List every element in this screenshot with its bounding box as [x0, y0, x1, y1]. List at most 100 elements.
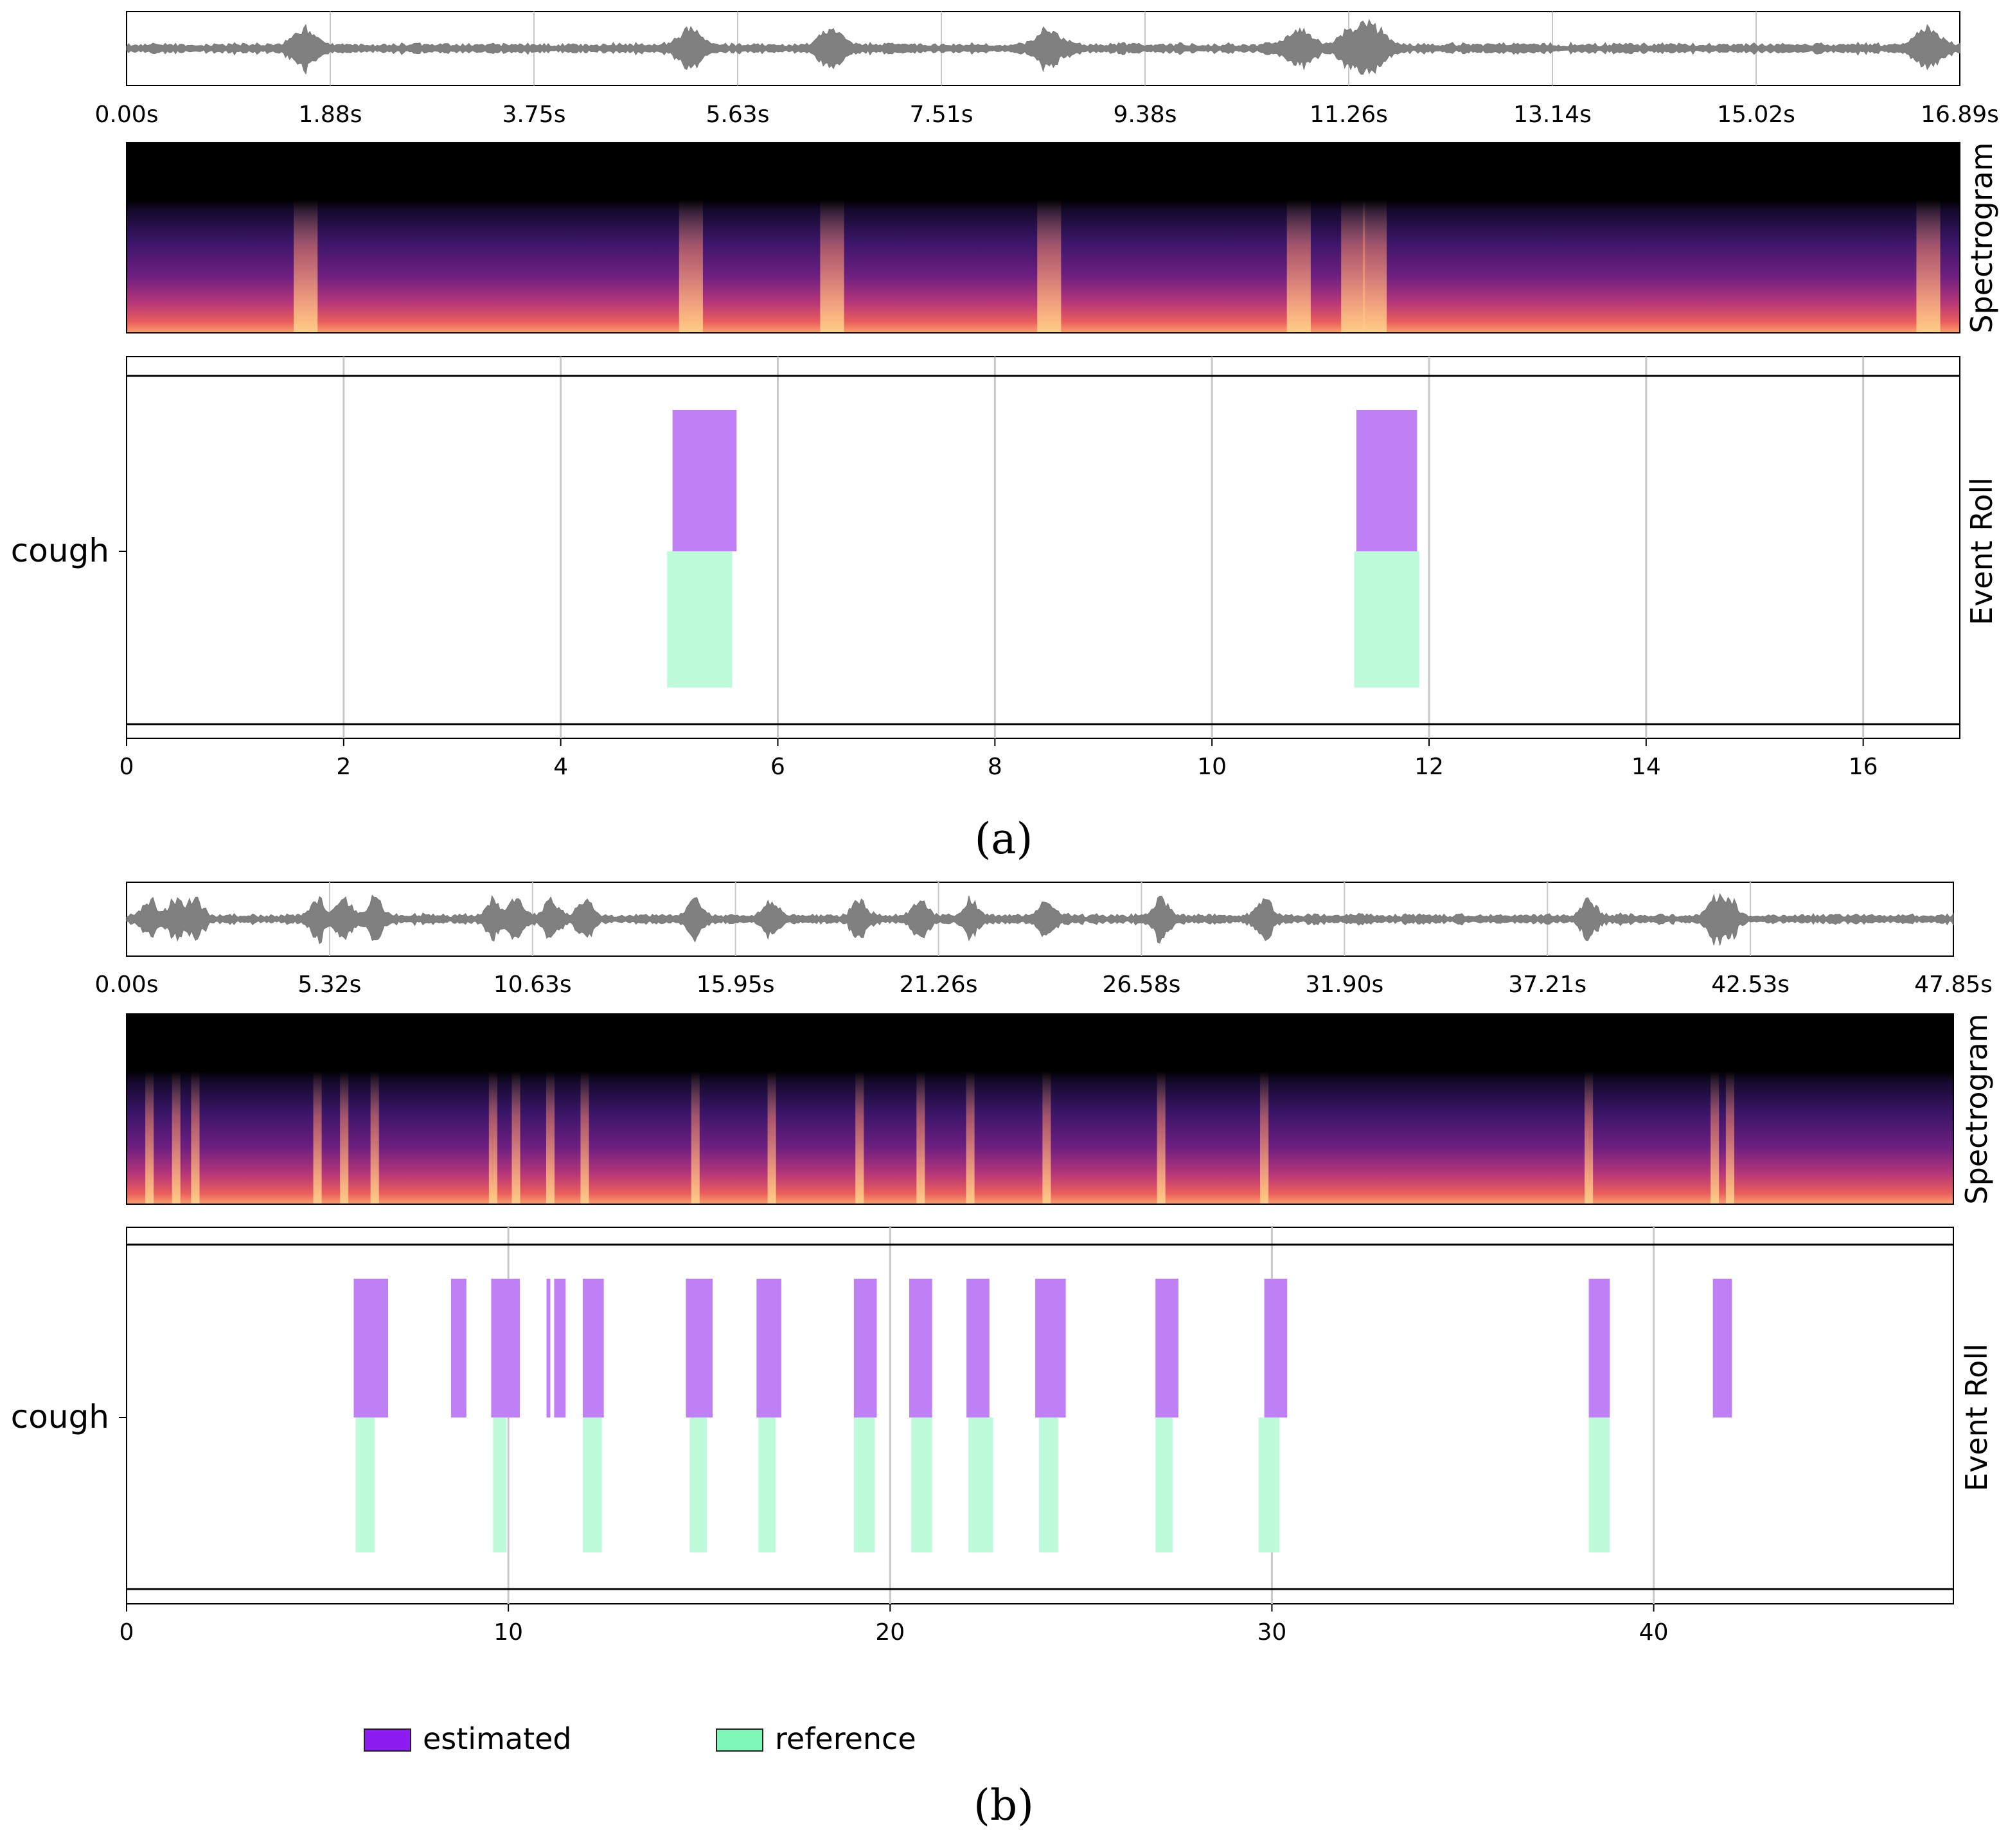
- estimated-event-bar: [1712, 1279, 1732, 1417]
- waveform-tick-label: 0.00s: [95, 972, 159, 998]
- waveform-a: 0.00s 1.88s 3.75s 5.63s 7.51s 9.38s 11.26s 13.1…: [95, 11, 1999, 128]
- spectrogram-burst: [145, 1071, 154, 1204]
- reference-event-bar: [583, 1417, 602, 1552]
- legend: estimated reference: [364, 1721, 916, 1756]
- caption-a: (a): [975, 814, 1033, 864]
- spectrogram-burst: [1260, 1071, 1269, 1204]
- waveform-tick-label: 9.38s: [1114, 102, 1177, 128]
- estimated-event-bar: [1588, 1279, 1610, 1417]
- spectrogram-burst: [294, 199, 318, 333]
- waveform-tick-label: 11.26s: [1310, 102, 1388, 128]
- x-tick-label: 10: [493, 1619, 523, 1646]
- spectrogram-burst: [767, 1071, 776, 1204]
- class-label-b: cough: [11, 1398, 109, 1435]
- x-tick-label: 4: [553, 754, 568, 780]
- x-tick-label: 30: [1257, 1619, 1287, 1646]
- reference-event-bar: [355, 1417, 375, 1552]
- spectrogram-image-b: [127, 1014, 1953, 1204]
- spectrogram-burst: [370, 1071, 379, 1204]
- waveform-ticks-b: 0.00s 5.32s 10.63s 15.95s 21.26s 26.58s 31.90s…: [95, 972, 1993, 998]
- spectrogram-burst: [511, 1071, 520, 1204]
- spectrogram-burst: [691, 1071, 700, 1204]
- waveform-tick-label: 42.53s: [1711, 972, 1790, 998]
- x-tick-label: 40: [1639, 1619, 1669, 1646]
- reference-event-bar: [853, 1417, 875, 1552]
- estimated-event-bar: [451, 1279, 466, 1417]
- event-roll-frame-a: [126, 356, 1960, 739]
- spectrogram-burst: [580, 1071, 589, 1204]
- spectrogram-b: Spectrogram: [126, 1013, 1994, 1205]
- waveform-tick-label: 7.51s: [910, 102, 973, 128]
- spectrogram-burst: [1341, 199, 1365, 333]
- reference-event-bar: [1588, 1417, 1610, 1552]
- waveform-tick-label: 37.21s: [1508, 972, 1586, 998]
- spectrogram-burst: [966, 1071, 975, 1204]
- estimated-event-bar: [1155, 1279, 1178, 1417]
- estimated-event-bar: [353, 1279, 388, 1417]
- reference-event-bar: [968, 1417, 993, 1552]
- spectrogram-burst: [1286, 199, 1311, 333]
- spectrogram-burst: [546, 1071, 555, 1204]
- spectrogram-burst: [1585, 1071, 1594, 1204]
- x-tick-label: 8: [988, 754, 1002, 780]
- reference-event-bar: [1155, 1417, 1173, 1552]
- reference-event-bar: [758, 1417, 776, 1552]
- estimated-event-bar: [583, 1279, 604, 1417]
- spectrogram-label-a: Spectrogram: [1964, 142, 1999, 333]
- waveform-tick-label: 1.88s: [299, 102, 362, 128]
- estimated-event-bar: [909, 1279, 932, 1417]
- estimated-event-bar: [546, 1279, 551, 1417]
- estimated-event-bar: [1356, 410, 1417, 551]
- x-tick-label: 12: [1414, 754, 1444, 780]
- estimated-event-bar: [686, 1279, 713, 1417]
- waveform-tick-label: 13.14s: [1513, 102, 1592, 128]
- legend-label-estimated: estimated: [423, 1721, 572, 1756]
- event-roll-label-b: Event Roll: [1959, 1344, 1994, 1491]
- spectrogram-burst: [916, 1071, 925, 1204]
- spectrogram-burst: [1037, 199, 1062, 333]
- spectrogram-bursts-a: [294, 199, 1941, 333]
- estimated-events-a: [672, 410, 1417, 551]
- reference-events-b: [355, 1417, 1610, 1552]
- legend-swatch-estimated: [364, 1728, 411, 1752]
- spectrogram-frame-b: [126, 1013, 1954, 1205]
- waveform-tick-label: 15.95s: [697, 972, 775, 998]
- waveform-tick-label: 5.32s: [298, 972, 361, 998]
- spectrogram-bursts-b: [145, 1071, 1734, 1204]
- spectrogram-burst: [340, 1071, 349, 1204]
- spectrogram-frame-a: [126, 142, 1960, 333]
- spectrogram-burst: [488, 1071, 497, 1204]
- spectrogram-a: Spectrogram: [126, 142, 1999, 333]
- spectrogram-label-b: Spectrogram: [1959, 1013, 1994, 1204]
- estimated-event-bar: [1264, 1279, 1288, 1417]
- reference-event-bar: [1039, 1417, 1058, 1552]
- caption-b: (b): [973, 1781, 1034, 1830]
- x-tick-label: 14: [1631, 754, 1661, 780]
- spectrogram-burst: [820, 199, 844, 333]
- waveform-tick-label: 16.89s: [1921, 102, 1999, 128]
- estimated-event-bar: [966, 1279, 990, 1417]
- estimated-event-bar: [1035, 1279, 1066, 1417]
- reference-event-bar: [689, 1417, 707, 1552]
- reference-event-bar: [1354, 551, 1419, 688]
- waveform-tick-label: 5.63s: [706, 102, 770, 128]
- spectrogram-burst: [1362, 199, 1387, 333]
- spectrogram-burst: [1725, 1071, 1734, 1204]
- waveform-signal-b: [126, 893, 1954, 946]
- panel-b: 0.00s 5.32s 10.63s 15.95s 21.26s 26.58s 31.90s…: [11, 882, 1994, 1646]
- legend-label-reference: reference: [775, 1721, 916, 1756]
- waveform-tick-label: 21.26s: [900, 972, 978, 998]
- panel-a: 0.00s 1.88s 3.75s 5.63s 7.51s 9.38s 11.26s 13.1…: [11, 11, 1999, 864]
- x-tick-label: 0: [120, 754, 134, 780]
- spectrogram-burst: [679, 199, 703, 333]
- estimated-event-bar: [853, 1279, 877, 1417]
- reference-event-bar: [667, 551, 733, 688]
- spectrogram-burst: [1710, 1071, 1719, 1204]
- waveform-b: 0.00s 5.32s 10.63s 15.95s 21.26s 26.58s 31.90s…: [95, 882, 1993, 998]
- x-tick-label: 20: [875, 1619, 905, 1646]
- event-roll-x-ticks-b: 0 10 20 30 40: [120, 1604, 1669, 1646]
- waveform-tick-label: 10.63s: [493, 972, 572, 998]
- reference-events-a: [667, 551, 1419, 688]
- estimated-event-bar: [491, 1279, 520, 1417]
